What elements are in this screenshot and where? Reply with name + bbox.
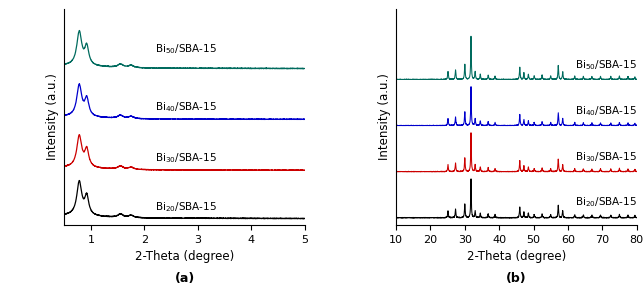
Text: Bi$_{40}$/SBA-15: Bi$_{40}$/SBA-15 (575, 104, 637, 118)
Text: Bi$_{50}$/SBA-15: Bi$_{50}$/SBA-15 (575, 59, 637, 72)
X-axis label: 2-Theta (degree): 2-Theta (degree) (467, 250, 566, 263)
Y-axis label: Intensity (a.u.): Intensity (a.u.) (377, 73, 390, 160)
Text: Bi$_{20}$/SBA-15: Bi$_{20}$/SBA-15 (155, 200, 217, 213)
X-axis label: 2-Theta (degree): 2-Theta (degree) (135, 250, 234, 263)
Text: Bi$_{30}$/SBA-15: Bi$_{30}$/SBA-15 (155, 152, 217, 165)
Text: Bi$_{50}$/SBA-15: Bi$_{50}$/SBA-15 (155, 42, 217, 56)
Text: (b): (b) (506, 272, 527, 285)
Y-axis label: Intensity (a.u.): Intensity (a.u.) (46, 73, 59, 160)
Text: Bi$_{40}$/SBA-15: Bi$_{40}$/SBA-15 (155, 101, 217, 114)
Text: (a): (a) (174, 272, 195, 285)
Text: Bi$_{30}$/SBA-15: Bi$_{30}$/SBA-15 (575, 151, 637, 165)
Text: Bi$_{20}$/SBA-15: Bi$_{20}$/SBA-15 (575, 195, 637, 209)
